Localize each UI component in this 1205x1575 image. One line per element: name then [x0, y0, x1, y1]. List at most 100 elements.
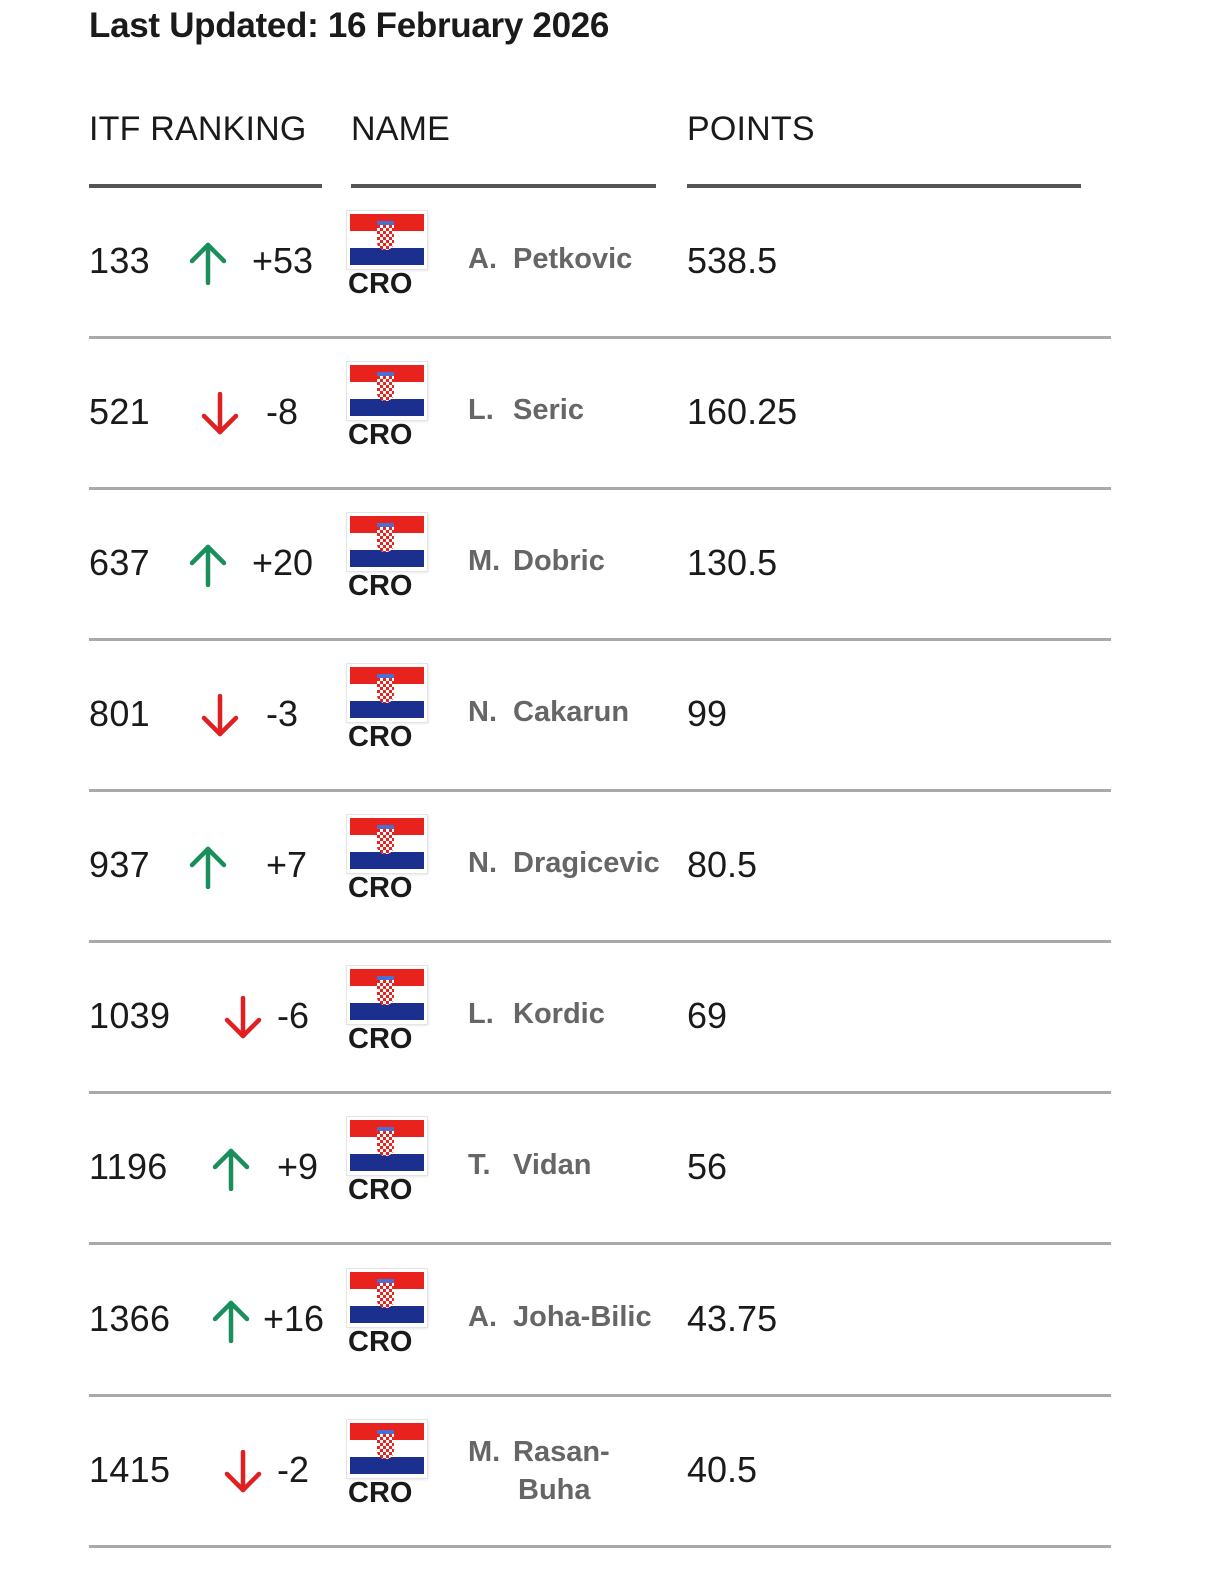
points-value: 130.5 [687, 542, 778, 583]
player-name[interactable]: M. Rasan- Buha [468, 1433, 610, 1509]
country-code: CRO [348, 872, 413, 904]
row-divider [89, 1394, 1111, 1397]
rank-value: 1366 [89, 1298, 171, 1339]
arrow-up-icon [189, 544, 227, 587]
row-divider [89, 789, 1111, 792]
rank-value: 133 [89, 240, 150, 281]
rank-value: 1196 [89, 1146, 168, 1187]
player-surname: Dragicevic [513, 847, 660, 879]
rank-change: -2 [277, 1449, 310, 1490]
croatia-flag-icon [347, 664, 427, 722]
header-divider [351, 184, 656, 188]
country-code: CRO [348, 721, 413, 753]
rank-value: 637 [89, 542, 150, 583]
rank-change: +7 [266, 844, 308, 885]
croatia-flag-icon [347, 513, 427, 571]
player-initial: M. [468, 545, 501, 577]
row-divider [89, 1242, 1111, 1245]
player-name[interactable]: A. Joha-Bilic [468, 1301, 652, 1334]
table-row[interactable]: 1039 -6 CRO L. Kordic 69 [0, 943, 1205, 1094]
table-row[interactable]: 1366 +16 CRO A. Joha-Bilic 43.75 [0, 1246, 1205, 1397]
rank-value: 1415 [89, 1449, 171, 1490]
points-value: 99 [687, 693, 728, 734]
country-code: CRO [348, 268, 413, 300]
country-code: CRO [348, 1326, 413, 1358]
column-header-rank[interactable]: ITF RANKING [89, 110, 307, 148]
rank-change: -6 [277, 995, 310, 1036]
row-divider [89, 638, 1111, 641]
player-initial: N. [468, 696, 497, 728]
country-code: CRO [348, 1174, 413, 1206]
points-value: 40.5 [687, 1449, 758, 1490]
player-initial: T. [468, 1149, 491, 1181]
player-initial: A. [468, 1301, 497, 1333]
player-surname: Kordic [513, 998, 605, 1030]
country-code: CRO [348, 1477, 413, 1509]
player-surname-continued: Buha [518, 1474, 591, 1506]
player-name[interactable]: N. Dragicevic [468, 847, 660, 880]
arrow-up-icon [189, 242, 227, 285]
points-value: 56 [687, 1146, 728, 1187]
croatia-flag-icon [347, 815, 427, 873]
points-value: 80.5 [687, 844, 758, 885]
player-surname: Seric [513, 394, 584, 426]
arrow-up-icon [212, 1300, 250, 1343]
country-code: CRO [348, 570, 413, 602]
player-surname: Cakarun [513, 696, 630, 728]
player-initial: N. [468, 847, 497, 879]
row-divider [89, 487, 1111, 490]
player-surname: Rasan- [513, 1436, 610, 1468]
arrow-up-icon [212, 1148, 250, 1191]
arrow-up-icon [189, 846, 227, 889]
country-code: CRO [348, 419, 413, 451]
player-initial: L. [468, 998, 494, 1030]
points-value: 43.75 [687, 1298, 778, 1339]
column-header-name[interactable]: NAME [351, 110, 451, 148]
arrow-down-icon [224, 1450, 262, 1493]
player-initial: M. [468, 1436, 501, 1468]
player-surname: Vidan [513, 1149, 592, 1181]
table-row[interactable]: 521 -8 CRO L. Seric 160.25 [0, 339, 1205, 490]
arrow-down-icon [201, 694, 239, 737]
points-value: 538.5 [687, 240, 778, 281]
player-name[interactable]: M. Dobric [468, 545, 605, 578]
player-initial: A. [468, 243, 497, 275]
table-row[interactable]: 637 +20 CRO M. Dobric 130.5 [0, 490, 1205, 641]
country-code: CRO [348, 1023, 413, 1055]
row-divider [89, 940, 1111, 943]
header-divider [89, 184, 322, 188]
column-header-points[interactable]: POINTS [687, 110, 815, 148]
rank-change: +20 [252, 542, 314, 583]
player-name[interactable]: L. Kordic [468, 998, 605, 1031]
table-row[interactable]: 937 +7 CRO N. Dragicevic 80.5 [0, 792, 1205, 943]
rank-change: +16 [263, 1298, 325, 1339]
player-name[interactable]: T. Vidan [468, 1149, 591, 1182]
player-name[interactable]: N. Cakarun [468, 696, 629, 729]
player-name[interactable]: L. Seric [468, 394, 584, 427]
rank-value: 521 [89, 391, 150, 432]
croatia-flag-icon [347, 1269, 427, 1327]
points-value: 69 [687, 995, 728, 1036]
player-surname: Dobric [513, 545, 605, 577]
points-value: 160.25 [687, 391, 798, 432]
row-divider [89, 1545, 1111, 1548]
arrow-down-icon [201, 392, 239, 435]
rank-change: -8 [266, 391, 299, 432]
croatia-flag-icon [347, 362, 427, 420]
rank-change: +53 [252, 240, 314, 281]
croatia-flag-icon [347, 1420, 427, 1478]
rank-change: +9 [277, 1146, 319, 1187]
player-surname: Petkovic [513, 243, 633, 275]
row-divider [89, 336, 1111, 339]
header-divider [687, 184, 1081, 188]
table-row[interactable]: 1196 +9 CRO T. Vidan 56 [0, 1094, 1205, 1245]
player-name[interactable]: A. Petkovic [468, 243, 632, 276]
row-divider [89, 1091, 1111, 1094]
arrow-down-icon [224, 996, 262, 1039]
rank-change: -3 [266, 693, 299, 734]
table-row[interactable]: 133 +53 CRO A. Petkovic 538.5 [0, 188, 1205, 339]
table-row[interactable]: 801 -3 CRO N. Cakarun 99 [0, 641, 1205, 792]
table-row[interactable]: 1415 -2 CRO M. Rasan- Buha 40.5 [0, 1397, 1205, 1548]
rank-value: 801 [89, 693, 150, 734]
